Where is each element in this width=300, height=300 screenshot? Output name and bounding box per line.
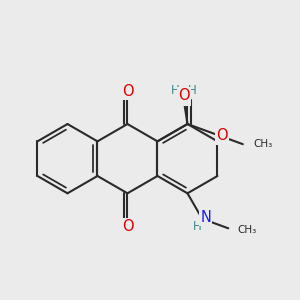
Text: H: H <box>188 84 196 97</box>
Text: N: N <box>200 210 211 225</box>
Text: CH₃: CH₃ <box>253 139 272 149</box>
Text: O: O <box>122 219 133 234</box>
Text: H: H <box>171 84 180 97</box>
Text: O: O <box>178 88 190 103</box>
Text: O: O <box>122 84 133 99</box>
Text: N: N <box>178 90 189 105</box>
Text: O: O <box>216 128 228 143</box>
Text: H: H <box>193 220 201 233</box>
Text: CH₃: CH₃ <box>237 225 256 235</box>
